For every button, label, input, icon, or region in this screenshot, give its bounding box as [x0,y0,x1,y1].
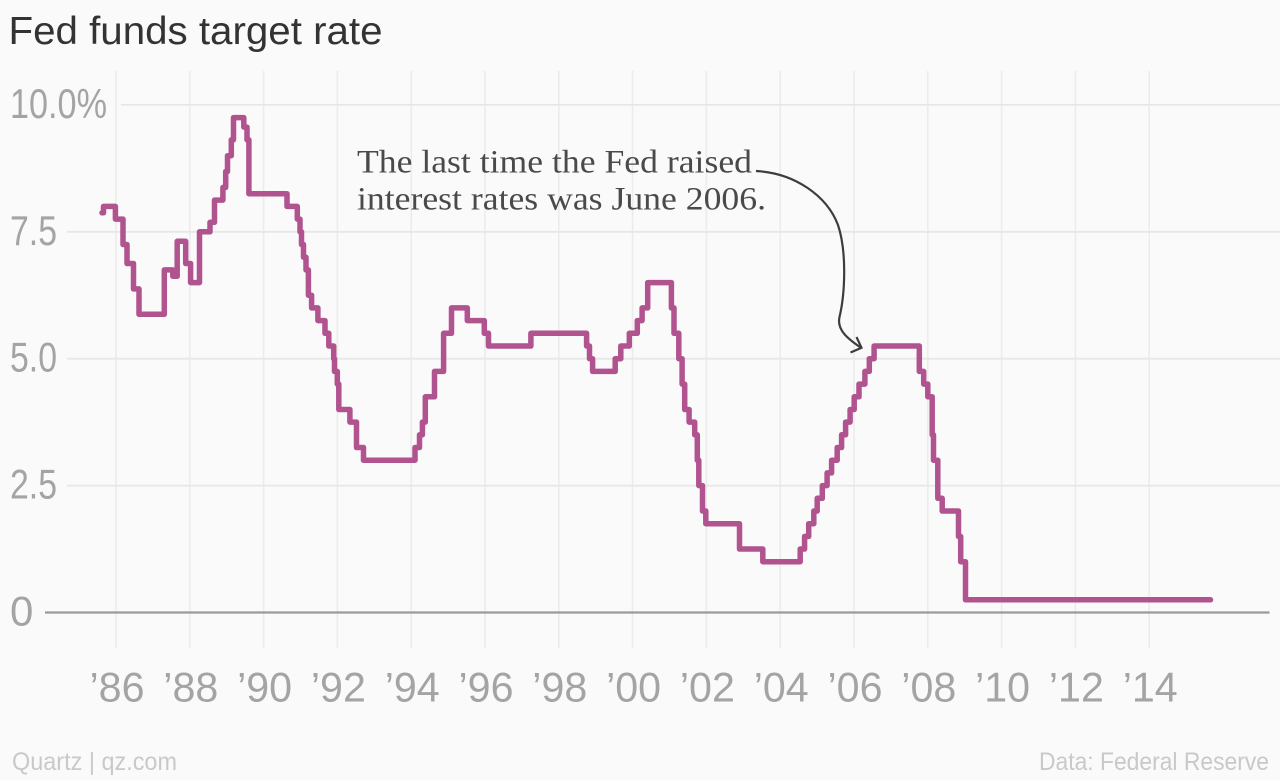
svg-text:’92: ’92 [311,664,366,711]
svg-text:2.5: 2.5 [10,461,57,508]
svg-text:’88: ’88 [163,664,218,711]
svg-text:The last time the Fed raised: The last time the Fed raised [357,145,753,181]
svg-text:’10: ’10 [975,664,1030,711]
svg-text:’12: ’12 [1049,664,1104,711]
svg-text:’96: ’96 [459,664,514,711]
svg-text:Fed funds target rate: Fed funds target rate [9,10,383,53]
svg-text:interest rates was June 2006.: interest rates was June 2006. [357,182,766,218]
svg-text:’08: ’08 [901,664,956,711]
svg-text:Data: Federal Reserve: Data: Federal Reserve [1039,748,1269,776]
svg-text:’94: ’94 [385,664,440,711]
svg-text:5.0: 5.0 [10,334,57,381]
svg-text:10.0%: 10.0% [10,80,107,127]
svg-text:’00: ’00 [606,664,661,711]
svg-text:’04: ’04 [754,664,809,711]
svg-text:’98: ’98 [532,664,587,711]
svg-text:’02: ’02 [680,664,735,711]
svg-text:’90: ’90 [237,664,292,711]
svg-text:Quartz | qz.com: Quartz | qz.com [12,748,177,776]
svg-text:’14: ’14 [1123,664,1178,711]
svg-text:0: 0 [10,588,33,635]
svg-text:’86: ’86 [90,664,145,711]
svg-text:’06: ’06 [828,664,883,711]
svg-text:7.5: 7.5 [10,207,57,254]
